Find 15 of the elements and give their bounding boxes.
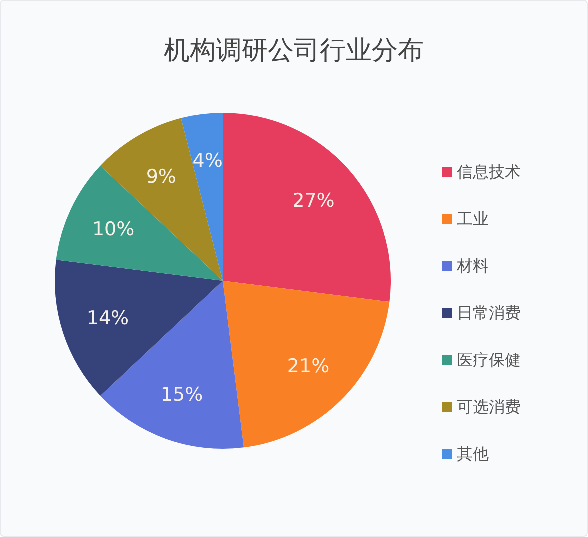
chart-title: 机构调研公司行业分布 bbox=[164, 36, 424, 66]
legend-label: 医疗保健 bbox=[457, 350, 521, 370]
legend-label: 工业 bbox=[457, 210, 489, 228]
legend-label: 其他 bbox=[457, 444, 489, 464]
data-label: 27% bbox=[292, 190, 335, 212]
data-label: 10% bbox=[92, 218, 135, 240]
data-label: 14% bbox=[86, 307, 130, 330]
legend-label: 材料 bbox=[456, 256, 489, 276]
legend-label: 日常消费 bbox=[457, 304, 521, 322]
legend-label: 信息技术 bbox=[457, 162, 521, 182]
data-label: 21% bbox=[287, 356, 330, 378]
legend-label: 可选消费 bbox=[457, 398, 521, 416]
data-label: 4% bbox=[192, 150, 223, 172]
data-label: 9% bbox=[146, 166, 177, 188]
data-label: 15% bbox=[160, 384, 204, 406]
